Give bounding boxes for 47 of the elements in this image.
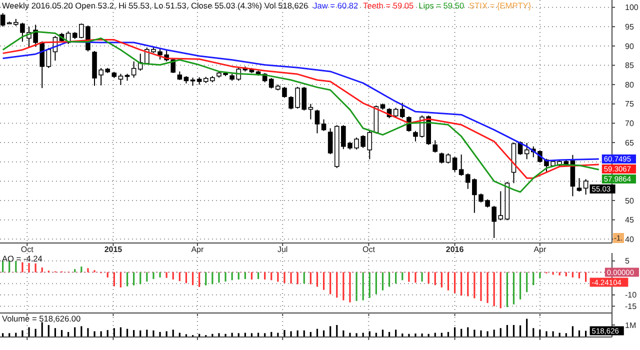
x-tick-label: Oct [362,245,376,254]
chart-title: AO = -4.24 [2,254,43,264]
candlestick [46,47,52,68]
y-tick-label: 100 [625,3,639,12]
chart-title: Weekly 2016.05.20 Open 53.2, Hi 55.53, Lo 51.53, Close 55.03 (4.3%) Vol 518,626 [2,0,309,10]
y-tick-label: 90 [625,42,634,51]
candlestick [452,156,458,172]
y-tick-label: 80 [625,80,634,90]
candlestick [583,178,588,196]
x-tick-label: Apr [534,245,547,254]
candlestick [314,109,320,134]
candlestick [393,107,398,118]
y-tick-label: 70 [625,119,634,128]
x-tick-label: Apr [191,245,204,254]
x-tick-label: Oct [20,245,34,254]
candlestick [328,128,333,155]
text: Lips = 59.50 [418,0,464,10]
candlestick [432,140,438,154]
candlestick [524,142,530,160]
y-tick-label: -15 [625,302,638,312]
y-tick-label: 40 [625,234,634,244]
candlestick [458,154,464,176]
candlestick [446,152,451,164]
y-tick-label: 50 [625,196,634,206]
candlestick [118,73,124,86]
candlestick [400,102,405,119]
x-tick-label: Jul [277,245,288,254]
y-tick-label: 1M [625,320,636,330]
y-tick-label: 85 [625,61,634,70]
x-tick-label: 2016 [446,245,464,254]
x-tick-label: 2015 [104,245,123,254]
candlestick [576,178,582,192]
candlestick [321,118,326,132]
y-tick-label: 95 [625,22,634,32]
y-tick-label: -10 [625,290,638,300]
y-tick-label: 65 [625,138,634,148]
y-tick-label: 45 [625,216,634,225]
candlestick [0,12,6,28]
annotation: STIX = {EMPTY} [469,0,532,10]
y-tick-label: 75 [625,100,634,109]
candlestick [308,103,314,120]
chart-title: Volume = 518,626.00 [2,314,82,324]
text: Teeth = 59.05 [363,0,414,10]
y-tick-label: 5 [625,256,630,266]
text: Jaw = 60.82 [313,0,358,10]
candlestick [131,60,136,78]
candlestick [439,152,444,164]
